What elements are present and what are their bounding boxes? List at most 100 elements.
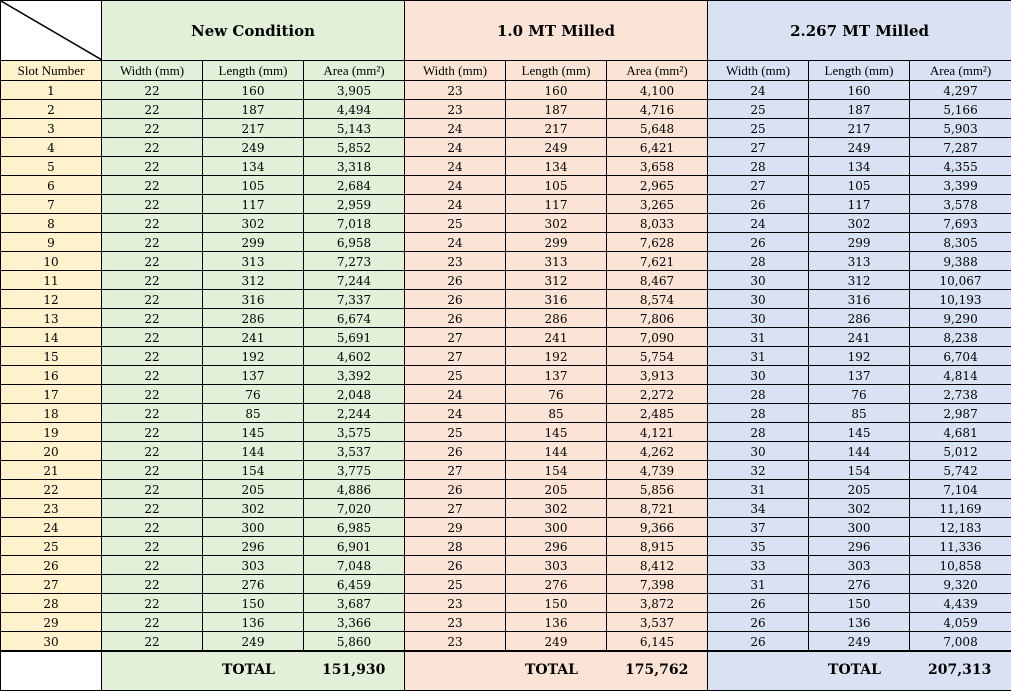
cell-area: 9,290 [909,308,1011,328]
cell-area: 3,537 [303,441,405,461]
cell-width: 24 [404,194,506,214]
cell-width: 22 [101,99,203,119]
cell-length: 299 [505,232,607,252]
cell-area: 8,721 [605,498,709,518]
cell-width: 26 [404,308,506,328]
cell-width: 23 [404,80,506,100]
group-header-new-condition: New Condition [101,0,405,61]
table-row: 21 22 154 3,775 27 154 4,739 32 154 5,742 [0,460,1011,480]
group-header-1mt-milled: 1.0 MT Milled [403,0,709,61]
cell-length: 145 [808,422,911,442]
cell-length: 276 [202,574,304,594]
cell-width: 28 [707,251,810,271]
cell-length: 76 [808,384,911,404]
column-header-area: Area (mm²) [909,60,1011,81]
cell-width: 26 [707,612,810,632]
cell-area: 4,681 [909,422,1011,442]
cell-length: 187 [202,99,304,119]
total-blank-cell [0,650,102,691]
group-header-2267mt-milled: 2.267 MT Milled [707,0,1011,61]
cell-length: 316 [202,289,304,309]
cell-area: 3,318 [303,156,405,176]
cell-width: 22 [101,194,203,214]
cell-length: 105 [505,175,607,195]
cell-area: 4,100 [605,80,709,100]
cell-width: 28 [707,422,810,442]
table-row: 2 22 187 4,494 23 187 4,716 25 187 5,166 [0,99,1011,119]
cell-length: 134 [505,156,607,176]
cell-area: 6,958 [303,232,405,252]
cell-slot-number: 6 [0,175,102,195]
cell-area: 11,169 [909,498,1011,518]
cell-length: 316 [808,289,911,309]
cell-length: 76 [505,384,607,404]
cell-length: 276 [808,574,911,594]
cell-width: 22 [101,479,203,499]
cell-area: 5,166 [909,99,1011,119]
table-row: 10 22 313 7,273 23 313 7,621 28 313 9,388 [0,251,1011,271]
cell-width: 22 [101,137,203,157]
cell-area: 6,985 [303,517,405,537]
cell-width: 22 [101,574,203,594]
cell-length: 205 [202,479,304,499]
cell-area: 5,860 [303,631,405,652]
cell-slot-number: 25 [0,536,102,556]
table-row: 1 22 160 3,905 23 160 4,100 24 160 4,297 [0,80,1011,100]
cell-area: 5,742 [909,460,1011,480]
cell-length: 187 [505,99,607,119]
table-row: 7 22 117 2,959 24 117 3,265 26 117 3,578 [0,194,1011,214]
column-header-width: Width (mm) [404,60,506,81]
table-row: 24 22 300 6,985 29 300 9,366 37 300 12,183 [0,517,1011,537]
cell-width: 22 [101,384,203,404]
cell-length: 312 [202,270,304,290]
cell-slot-number: 1 [0,80,102,100]
cell-width: 26 [404,479,506,499]
cell-slot-number: 14 [0,327,102,347]
cell-length: 300 [808,517,911,537]
cell-length: 303 [808,555,911,575]
cell-area: 3,658 [605,156,709,176]
column-header-length: Length (mm) [808,60,911,81]
total-value-new-condition: 151,930 [322,662,386,678]
cell-length: 296 [202,536,304,556]
cell-area: 5,143 [303,118,405,138]
cell-length: 302 [808,213,911,233]
cell-area: 4,739 [605,460,709,480]
cell-length: 137 [808,365,911,385]
cell-length: 134 [808,156,911,176]
cell-area: 3,905 [303,80,405,100]
cell-length: 154 [202,460,304,480]
cell-area: 5,691 [303,327,405,347]
column-header-width: Width (mm) [707,60,810,81]
cell-width: 24 [707,80,810,100]
table-row: 25 22 296 6,901 28 296 8,915 35 296 11,336 [0,536,1011,556]
cell-area: 3,537 [605,612,709,632]
cell-area: 10,067 [909,270,1011,290]
cell-slot-number: 24 [0,517,102,537]
cell-area: 5,852 [303,137,405,157]
cell-area: 3,775 [303,460,405,480]
cell-length: 276 [505,574,607,594]
cell-width: 24 [404,403,506,423]
cell-area: 3,265 [605,194,709,214]
cell-area: 7,287 [909,137,1011,157]
cell-width: 22 [101,498,203,518]
cell-area: 7,018 [303,213,405,233]
cell-width: 26 [707,631,810,652]
cell-length: 117 [202,194,304,214]
cell-width: 23 [404,612,506,632]
cell-area: 10,193 [909,289,1011,309]
table-row: 4 22 249 5,852 24 249 6,421 27 249 7,287 [0,137,1011,157]
cell-length: 286 [202,308,304,328]
cell-width: 22 [101,251,203,271]
cell-area: 4,355 [909,156,1011,176]
cell-area: 3,913 [605,365,709,385]
cell-slot-number: 12 [0,289,102,309]
cell-area: 9,366 [605,517,709,537]
cell-length: 205 [505,479,607,499]
cell-length: 217 [505,118,607,138]
cell-width: 27 [404,346,506,366]
cell-length: 150 [202,593,304,613]
table-row: 5 22 134 3,318 24 134 3,658 28 134 4,355 [0,156,1011,176]
cell-area: 4,297 [909,80,1011,100]
